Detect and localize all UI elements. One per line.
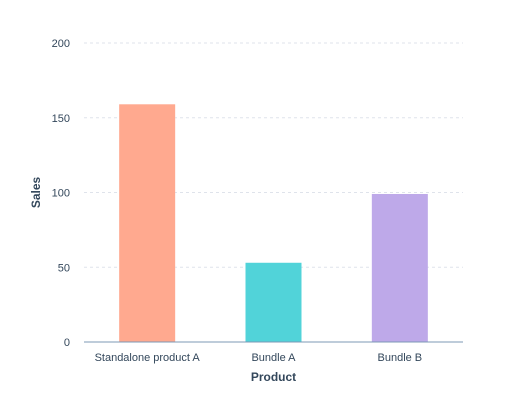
- y-tick-label: 0: [64, 337, 70, 349]
- bar-3[interactable]: [371, 193, 428, 342]
- x-tick-label: Bundle B: [378, 352, 423, 364]
- x-axis-ticks: Standalone product A Bundle A Bundle B: [95, 352, 423, 364]
- y-tick-label: 100: [52, 188, 70, 200]
- y-axis-title: Sales: [29, 176, 43, 208]
- y-tick-label: 150: [52, 113, 70, 125]
- bar-1[interactable]: [119, 104, 176, 342]
- y-axis-ticks: 0 50 100 150 200: [52, 38, 70, 349]
- x-tick-label: Bundle A: [251, 352, 296, 364]
- x-tick-label: Standalone product A: [95, 352, 201, 364]
- y-tick-label: 200: [52, 38, 70, 50]
- y-tick-label: 50: [58, 262, 70, 274]
- bar-2[interactable]: [245, 262, 302, 342]
- x-axis-title: Product: [251, 370, 296, 384]
- bars: [119, 104, 428, 342]
